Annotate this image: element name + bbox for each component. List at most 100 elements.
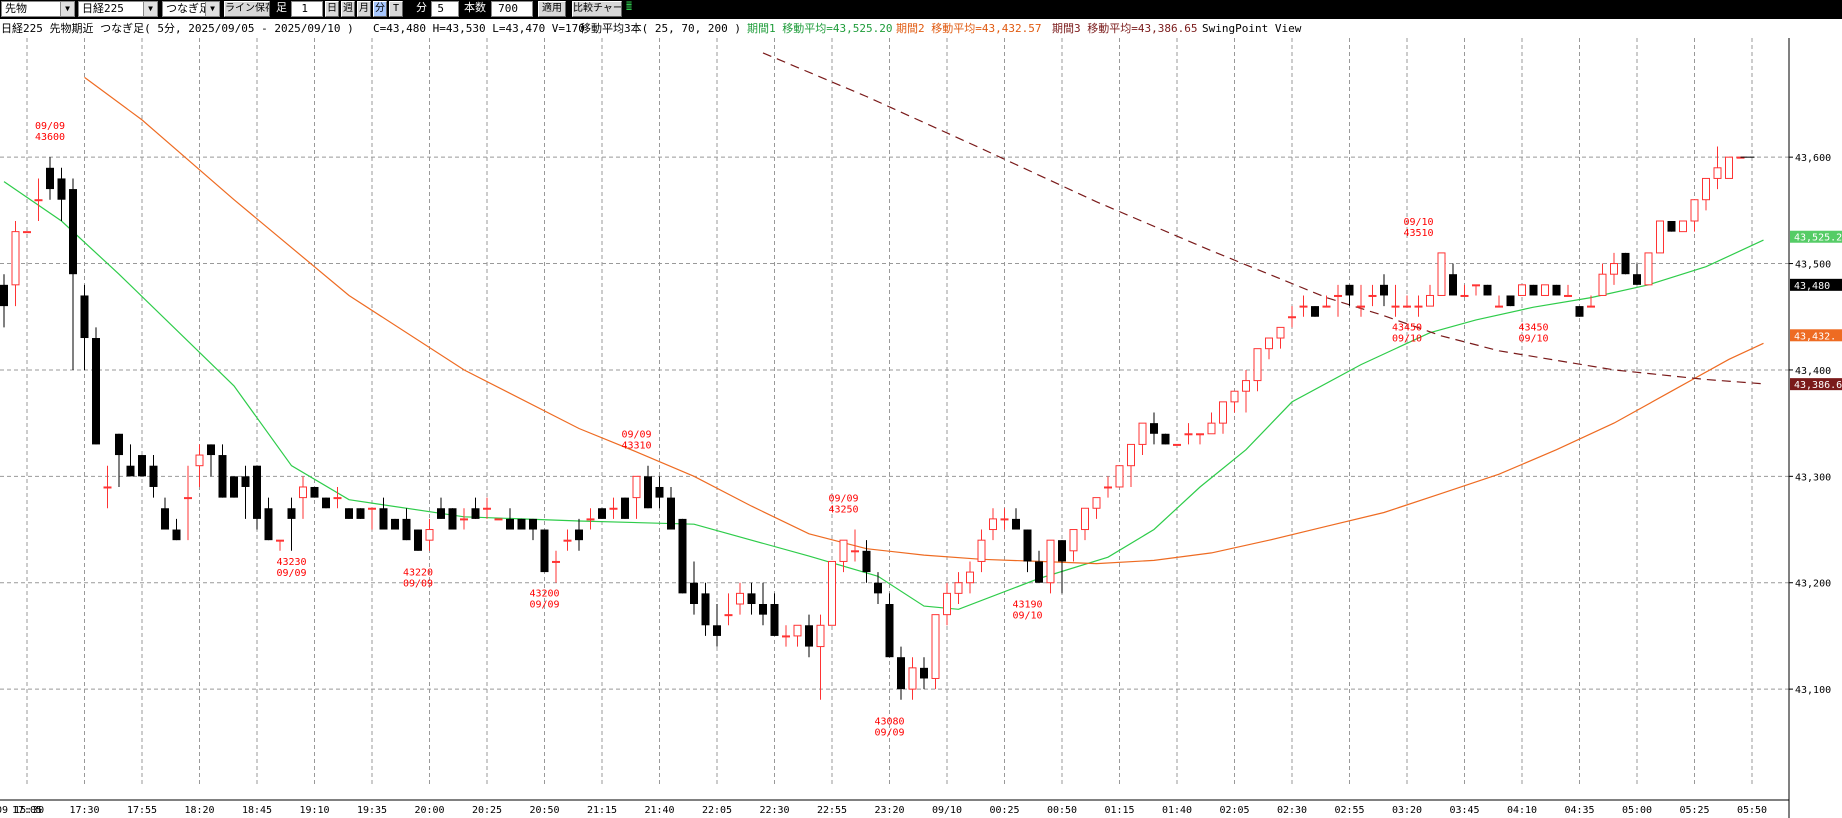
x-tick-label: 20:50: [529, 805, 559, 816]
minute-input[interactable]: 5: [431, 1, 459, 17]
candle-body: [805, 625, 813, 647]
candle-body: [1725, 156, 1733, 179]
candle-body: [1552, 284, 1561, 296]
candle-body: [1230, 390, 1239, 403]
candle-body: [1035, 561, 1043, 583]
bar-mode-select-value: つなぎ足: [166, 2, 210, 15]
x-tick-label: 04:35: [1564, 805, 1594, 816]
candle-body: [253, 465, 261, 519]
price-tag-label: 43,432.: [1794, 331, 1836, 342]
candle-body: [1161, 433, 1170, 445]
y-tick-label: 43,300: [1795, 472, 1831, 483]
candle-body: [1219, 401, 1227, 424]
candle-body: [0, 284, 8, 307]
candle-body: [851, 550, 859, 553]
candle-body: [1690, 199, 1699, 222]
candle-body: [264, 508, 273, 541]
symbol-select[interactable]: 日経225 ▼: [78, 1, 158, 17]
period-tick-button[interactable]: T: [389, 1, 403, 17]
x-tick-label: 05:50: [1737, 805, 1767, 816]
candle-body: [1380, 284, 1388, 296]
period-day-button[interactable]: 日: [325, 1, 339, 17]
count-input[interactable]: 700: [491, 1, 533, 17]
candle-body: [1656, 220, 1664, 254]
swing-point-label: 09/09: [621, 430, 651, 441]
x-tick-label: 19:10: [299, 805, 329, 816]
candle-body: [161, 508, 169, 530]
candle-body: [874, 582, 882, 594]
x-tick-label: 09 15:30: [0, 805, 44, 816]
price-tag: [1790, 230, 1842, 243]
apply-button[interactable]: 適用: [538, 1, 566, 17]
minute-label: 分: [416, 1, 427, 14]
candle-body: [1115, 465, 1124, 488]
candle-body: [1644, 252, 1653, 286]
candle-body: [1483, 284, 1492, 296]
candle-body: [1207, 422, 1216, 435]
x-tick-label: 02:05: [1219, 805, 1249, 816]
line-save-button[interactable]: ライン保存: [224, 1, 270, 17]
candle-body: [1276, 326, 1285, 339]
swing-point-label: 43200: [529, 589, 559, 600]
compare-chart-button[interactable]: 比較チャート: [572, 1, 622, 17]
swingpoint-view-label: SwingPoint View: [1202, 22, 1302, 35]
candle-body: [345, 508, 353, 519]
candle-body: [1046, 539, 1055, 584]
x-tick-label: 20:00: [414, 805, 444, 816]
candle-body: [1391, 305, 1400, 308]
candle-body: [1495, 305, 1503, 308]
period-month-button[interactable]: 月: [357, 1, 371, 17]
candle-body: [425, 529, 434, 541]
candle-body: [1541, 284, 1549, 296]
candle-body: [1633, 274, 1641, 285]
candle-body: [1426, 294, 1434, 307]
candle-body: [1196, 433, 1204, 436]
candle-body: [759, 604, 767, 615]
candle-body: [563, 539, 572, 542]
swing-point-label: 43310: [621, 441, 651, 452]
period-minute-button[interactable]: 分: [373, 1, 387, 17]
axes: 43,100 43,200 43,300 43,400 43,500 43,600 17:0…: [0, 38, 1842, 818]
swing-point-label: 09/10: [1518, 334, 1548, 345]
candle-body: [1012, 518, 1020, 530]
x-tick-label: 05:25: [1679, 805, 1709, 816]
candle-body: [494, 518, 503, 521]
swing-point-label: 43080: [874, 716, 904, 727]
x-tick-label: 09/10: [932, 805, 962, 816]
candle-body: [632, 475, 641, 499]
ashi-input[interactable]: 1: [291, 1, 323, 17]
candle-body: [897, 657, 905, 690]
candle-body: [322, 497, 330, 509]
candle-body: [724, 614, 733, 617]
candle-body: [989, 518, 997, 531]
count-label: 本数: [464, 1, 486, 14]
candle-body: [276, 539, 284, 542]
x-tick-label: 03:20: [1392, 805, 1422, 816]
candle-body: [299, 486, 307, 499]
candle-body: [1414, 305, 1423, 308]
candle-body: [770, 604, 779, 636]
swing-point-label: 09/09: [828, 494, 858, 505]
candle-body: [483, 507, 491, 510]
y-tick-label: 43,200: [1795, 579, 1831, 590]
indicator-icon[interactable]: ≡ ≡: [626, 1, 633, 14]
candle-body: [69, 189, 77, 275]
price-tag-label: 43,525.2: [1794, 233, 1842, 244]
candle-body: [816, 624, 825, 648]
swing-point-label: 09/10: [1012, 610, 1042, 621]
candle-body: [966, 571, 974, 584]
x-tick-label: 17:05: [12, 805, 42, 816]
candle-body: [241, 476, 250, 487]
period-week-button[interactable]: 週: [341, 1, 355, 17]
chart-header: 日経225 先物期近 つなぎ足( 5分, 2025/09/05 - 2025/0…: [1, 21, 1302, 35]
candle-body: [1667, 220, 1676, 232]
candle-body: [1403, 305, 1411, 308]
x-tick-label: 01:15: [1104, 805, 1134, 816]
candle-body: [1460, 294, 1469, 297]
candle-body: [1127, 443, 1135, 467]
candle-body: [1610, 263, 1618, 275]
candle-body: [586, 518, 595, 521]
market-select[interactable]: 先物 ▼: [1, 1, 75, 17]
bar-mode-select[interactable]: つなぎ足 ▼: [162, 1, 220, 17]
candle-body: [1529, 284, 1538, 296]
